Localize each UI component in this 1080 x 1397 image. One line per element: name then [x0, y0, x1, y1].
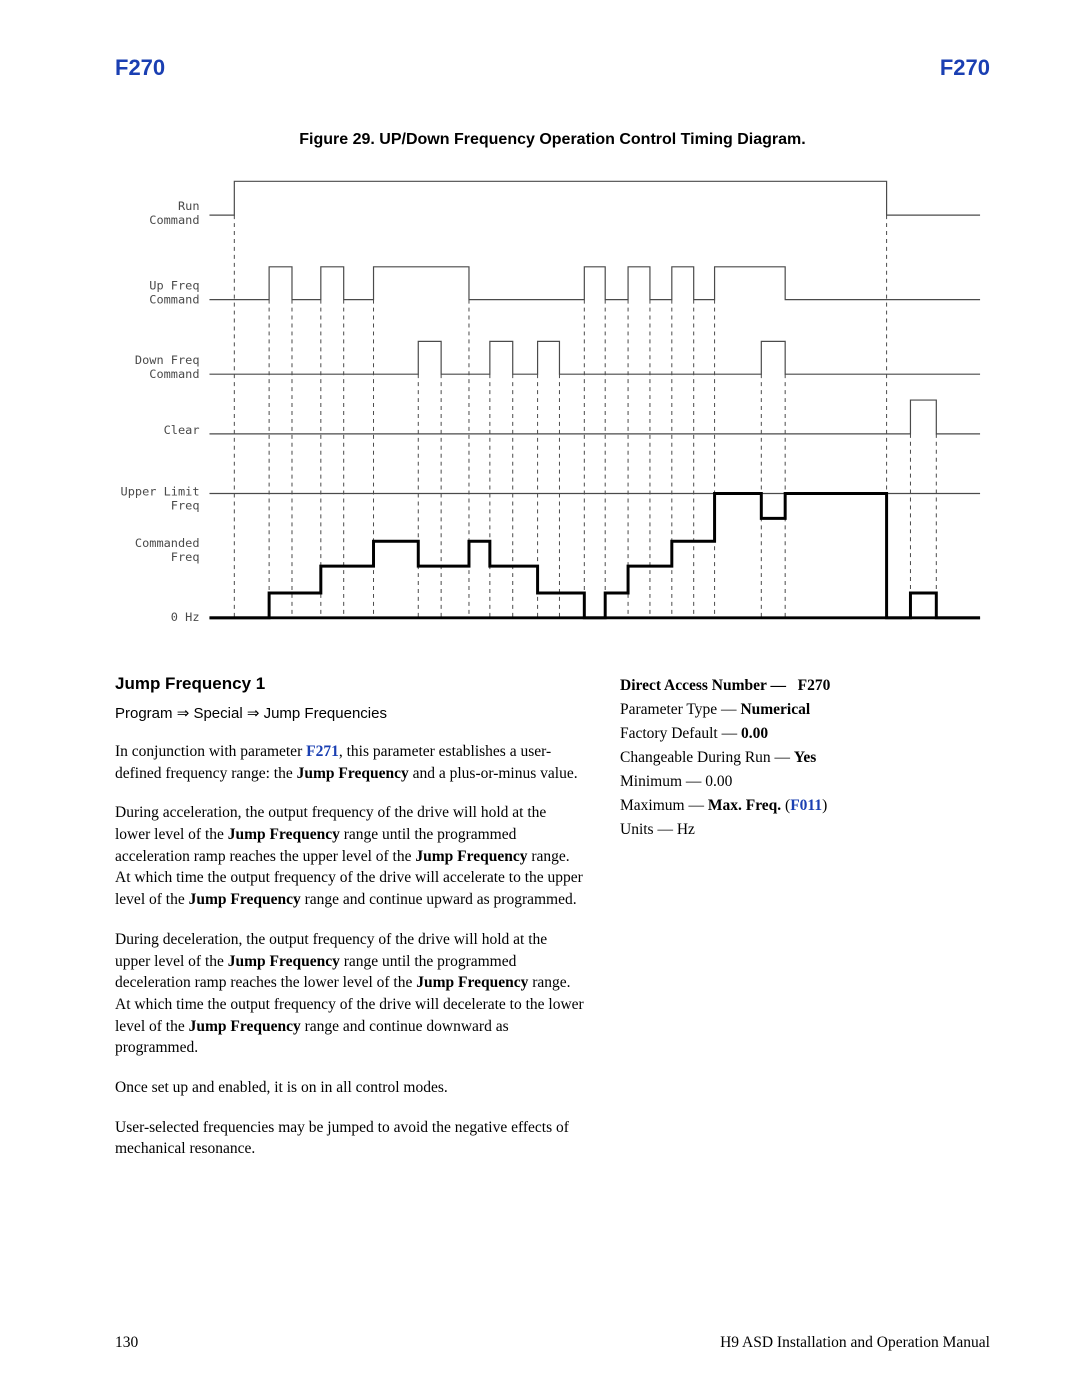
label-cmdf: Commanded [135, 536, 200, 550]
wave-upfreq [209, 267, 980, 300]
commanded-freq-wave [209, 494, 980, 618]
main-column: Jump Frequency 1 Program ⇒ Special ⇒ Jum… [115, 674, 585, 1178]
label-upfreq2: Command [149, 293, 199, 307]
wave-run [209, 181, 980, 215]
side-column: Direct Access Number — F270 Parameter Ty… [620, 674, 990, 1178]
breadcrumb: Program ⇒ Special ⇒ Jump Frequencies [115, 704, 585, 723]
units-row: Units — Hz [620, 818, 990, 842]
signal-labels: Run Command Up Freq Command Down Freq Co… [121, 199, 200, 624]
timing-diagram: Run Command Up Freq Command Down Freq Co… [115, 174, 990, 644]
breadcrumb-p3: Jump Frequencies [264, 705, 387, 722]
wave-downfreq [209, 341, 980, 374]
figure-caption: Figure 29. UP/Down Frequency Operation C… [115, 131, 990, 149]
breadcrumb-arrow-1: ⇒ [177, 706, 190, 722]
link-f011[interactable]: F011 [790, 797, 822, 814]
dan-row: Direct Access Number — F270 [620, 674, 990, 698]
para-2: During acceleration, the output frequenc… [115, 802, 585, 910]
page-number: 130 [115, 1334, 138, 1352]
min-row: Minimum — 0.00 [620, 770, 990, 794]
label-clear: Clear [164, 423, 200, 437]
label-downfreq2: Command [149, 367, 199, 381]
max-row: Maximum — Max. Freq. (F011) [620, 794, 990, 818]
label-run: Run [178, 199, 200, 213]
breadcrumb-p2: Special [193, 705, 242, 722]
para-4: Once set up and enabled, it is on in all… [115, 1077, 585, 1099]
footer: 130 H9 ASD Installation and Operation Ma… [115, 1334, 990, 1352]
label-ulf: Upper Limit [121, 485, 200, 499]
ptype-row: Parameter Type — Numerical [620, 698, 990, 722]
chg-row: Changeable During Run — Yes [620, 746, 990, 770]
breadcrumb-p1: Program [115, 705, 173, 722]
link-f271[interactable]: F271 [306, 743, 339, 760]
label-upfreq: Up Freq [149, 279, 199, 293]
label-0hz: 0 Hz [171, 610, 200, 624]
signal-waveforms [209, 181, 980, 434]
manual-title: H9 ASD Installation and Operation Manual [720, 1334, 990, 1352]
section-title: Jump Frequency 1 [115, 674, 585, 694]
wave-clear [209, 400, 980, 434]
breadcrumb-arrow-2: ⇒ [247, 706, 260, 722]
label-ulf2: Freq [171, 498, 200, 512]
timing-diagram-svg: Run Command Up Freq Command Down Freq Co… [115, 174, 990, 644]
dashed-guides [234, 215, 936, 618]
para-3: During deceleration, the output frequenc… [115, 929, 585, 1059]
label-cmdf2: Freq [171, 550, 200, 564]
header-right: F270 [940, 55, 990, 81]
header-left: F270 [115, 55, 165, 81]
fdef-row: Factory Default — 0.00 [620, 722, 990, 746]
body-columns: Jump Frequency 1 Program ⇒ Special ⇒ Jum… [115, 674, 990, 1178]
page-header: F270 F270 [115, 55, 990, 81]
label-downfreq: Down Freq [135, 353, 200, 367]
para-5: User-selected frequencies may be jumped … [115, 1117, 585, 1160]
label-run2: Command [149, 213, 199, 227]
para-1: In conjunction with parameter F271, this… [115, 741, 585, 784]
page: F270 F270 Figure 29. UP/Down Frequency O… [0, 0, 1080, 1397]
